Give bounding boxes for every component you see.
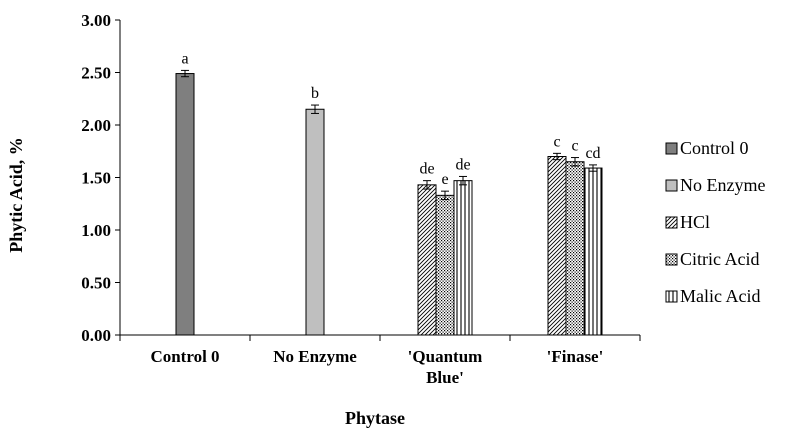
x-tick-label: No Enzyme bbox=[273, 347, 357, 366]
y-tick-label: 3.00 bbox=[81, 11, 111, 30]
bar bbox=[583, 167, 603, 336]
significance-letter: b bbox=[311, 85, 319, 102]
significance-letter: de bbox=[455, 156, 470, 173]
x-tick-label: Control 0 bbox=[150, 347, 219, 366]
bar bbox=[547, 156, 567, 336]
legend: Control 0 No Enzyme HCl Citric Acid Malic Ac… bbox=[665, 138, 765, 306]
bar bbox=[175, 73, 195, 336]
x-tick-label: 'Quantum bbox=[408, 347, 483, 366]
legend-swatch bbox=[665, 216, 678, 229]
legend-label: Control 0 bbox=[680, 138, 749, 158]
significance-letter: a bbox=[181, 50, 188, 67]
x-axis-title: Phytase bbox=[345, 408, 405, 428]
y-tick-label: 0.00 bbox=[81, 326, 111, 345]
significance-letter: cd bbox=[585, 145, 600, 162]
tick-labels: 0.00 0.50 1.00 1.50 2.00 2.50 3.00 Control 0 No … bbox=[81, 11, 603, 387]
y-tick-label: 1.00 bbox=[81, 221, 111, 240]
bar-group bbox=[175, 69, 603, 336]
y-tick-label: 1.50 bbox=[81, 169, 111, 188]
x-tick-label: 'Finase' bbox=[547, 347, 604, 366]
y-tick-label: 2.00 bbox=[81, 116, 111, 135]
legend-label: HCl bbox=[680, 212, 710, 232]
significance-letter: de bbox=[419, 161, 434, 178]
y-tick-label: 0.50 bbox=[81, 274, 111, 293]
legend-label: Malic Acid bbox=[680, 286, 760, 306]
bar bbox=[453, 180, 473, 336]
bar bbox=[305, 108, 325, 336]
significance-letter: c bbox=[553, 133, 560, 150]
significance-letter: e bbox=[441, 171, 448, 188]
bar bbox=[565, 161, 585, 336]
y-tick-label: 2.50 bbox=[81, 64, 111, 83]
legend-label: Citric Acid bbox=[680, 249, 760, 269]
legend-swatch bbox=[665, 179, 678, 192]
significance-letter: c bbox=[571, 138, 578, 155]
legend-swatch bbox=[665, 142, 678, 155]
legend-swatch bbox=[665, 290, 678, 303]
axes bbox=[115, 19, 641, 341]
x-tick-label: Blue' bbox=[426, 368, 464, 387]
bar bbox=[435, 194, 455, 336]
legend-label: No Enzyme bbox=[680, 175, 765, 195]
bar bbox=[417, 184, 437, 336]
y-axis-title: Phytic Acid, % bbox=[6, 137, 26, 253]
legend-swatch bbox=[665, 253, 678, 266]
